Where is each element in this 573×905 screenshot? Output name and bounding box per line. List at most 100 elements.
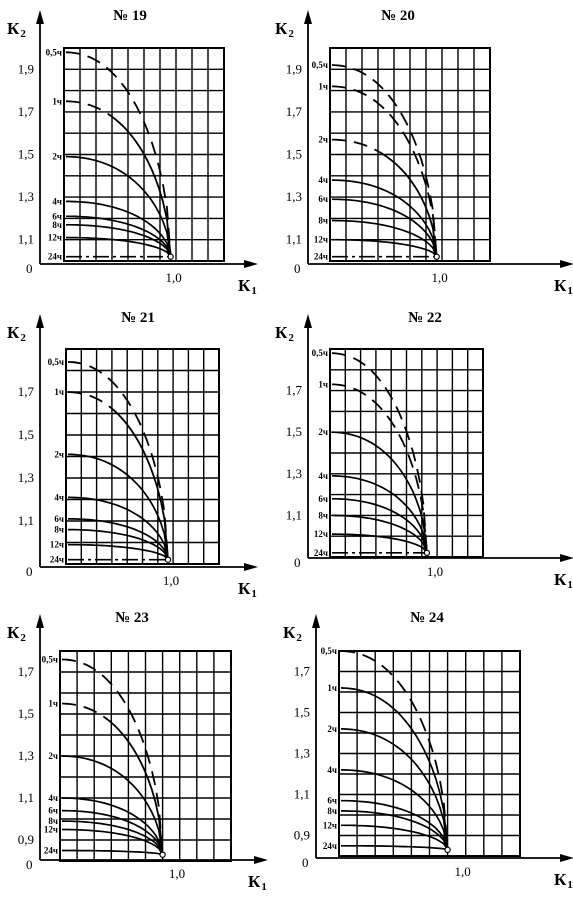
y-tick-label: 1,5 [18, 706, 34, 721]
series-line [66, 51, 172, 257]
series-label: 4ч [318, 175, 328, 185]
x-axis-label: К1 [554, 870, 573, 891]
origin-label: 0 [26, 564, 33, 579]
series-label: 1ч [318, 81, 328, 91]
origin-label: 0 [294, 261, 301, 276]
series-label: 2ч [54, 449, 64, 459]
series-line [332, 179, 438, 257]
plot-frame [65, 348, 220, 565]
y-tick-label: 1,7 [294, 664, 311, 679]
series-line [62, 828, 164, 856]
series-line [332, 431, 428, 553]
x-tick-label: 1,0 [163, 573, 179, 588]
y-tick-label: 1,5 [286, 424, 302, 439]
series-line [61, 702, 109, 721]
series-line [68, 518, 169, 560]
convergence-point [167, 253, 174, 260]
series-line [332, 475, 428, 553]
series-label: 6ч [318, 194, 328, 204]
y-axis-symbol: К [7, 323, 20, 342]
series-line [62, 755, 164, 855]
y-tick-label: 1,5 [294, 705, 310, 720]
x-axis-subscript: 1 [251, 588, 257, 600]
x-axis-subscript: 1 [261, 881, 267, 893]
series-line [67, 543, 169, 561]
series-label: 1ч [48, 699, 58, 709]
x-tick-label: 1,0 [169, 866, 185, 881]
chart-title: № 21 [121, 310, 155, 326]
series-line [332, 497, 428, 554]
series-line [331, 198, 438, 257]
x-axis-subscript: 1 [567, 579, 573, 591]
y-tick-label: 1,3 [18, 189, 34, 204]
y-axis-subscript: 2 [296, 632, 302, 644]
chart-title: № 22 [408, 310, 442, 326]
y-tick-label: 1,1 [18, 232, 34, 247]
series-label: 0,5ч [312, 348, 328, 358]
series-label: 12ч [314, 529, 328, 539]
origin-label: 0 [26, 261, 33, 276]
y-tick-label: 1,3 [18, 470, 34, 485]
chart-title: № 24 [410, 610, 444, 626]
y-tick-label: 1,7 [286, 104, 303, 119]
y-tick-label: 1,1 [18, 513, 34, 528]
panel-24: № 24К2К100,91,11,31,51,71,00,5ч1ч2ч4ч6ч8… [283, 610, 573, 891]
series-line [68, 528, 169, 561]
series-label: 6ч [327, 796, 337, 806]
x-axis-label: К1 [554, 276, 573, 297]
series-line [68, 496, 169, 560]
convergence-point [159, 851, 166, 858]
series-label: 24ч [323, 841, 337, 851]
series-label: 1ч [52, 96, 62, 106]
series-label: 4ч [48, 793, 58, 803]
series-line [62, 820, 164, 856]
series-line [66, 100, 115, 119]
series-label: 4ч [54, 492, 64, 502]
series-label: 0,5ч [48, 357, 64, 367]
series-label: 1ч [327, 683, 337, 693]
series-line [332, 514, 428, 554]
x-axis-arrow [244, 563, 258, 571]
y-axis-arrow [36, 10, 44, 24]
y-tick-label: 1,1 [294, 787, 310, 802]
y-axis-label: К2 [7, 323, 26, 344]
series-line [332, 219, 438, 258]
series-line [66, 200, 172, 257]
x-axis-label: К1 [248, 872, 267, 893]
series-line [332, 383, 428, 553]
x-axis-arrow [244, 260, 258, 268]
plot-frame [329, 348, 484, 558]
y-tick-label: 1,7 [18, 664, 35, 679]
y-axis-label: К2 [275, 323, 294, 344]
y-axis-symbol: К [275, 19, 288, 38]
series-line [340, 799, 449, 851]
series-line [62, 849, 163, 856]
x-tick-label: 1,0 [427, 564, 443, 579]
x-axis-symbol: К [248, 872, 261, 891]
y-tick-label: 0,9 [294, 828, 310, 843]
series-label: 2ч [48, 751, 58, 761]
series-label: 12ч [323, 820, 337, 830]
x-axis-symbol: К [554, 570, 567, 589]
y-tick-label: 1,5 [286, 147, 302, 162]
series-label: 12ч [48, 233, 62, 243]
series-line [66, 223, 172, 258]
origin-label: 0 [302, 855, 309, 870]
plot-frame [59, 650, 232, 862]
y-tick-label: 1,1 [286, 507, 302, 522]
series-label: 8ч [318, 216, 328, 226]
series-line [107, 718, 164, 855]
series-label: 1ч [318, 379, 328, 389]
series-label: 6ч [54, 514, 64, 524]
y-axis-arrow [36, 314, 44, 328]
series-line [66, 236, 172, 258]
y-axis-subscript: 2 [20, 332, 26, 344]
panel-22: № 22К2К101,11,31,51,71,00,5ч1ч2ч4ч6ч8ч12… [275, 310, 573, 591]
y-axis-arrow [36, 614, 44, 628]
x-axis-subscript: 1 [567, 879, 573, 891]
x-axis-label: К1 [238, 276, 257, 297]
series-label: 8ч [54, 525, 64, 535]
y-axis-symbol: К [283, 623, 296, 642]
convergence-point [164, 556, 172, 563]
plot-frame [338, 650, 521, 857]
